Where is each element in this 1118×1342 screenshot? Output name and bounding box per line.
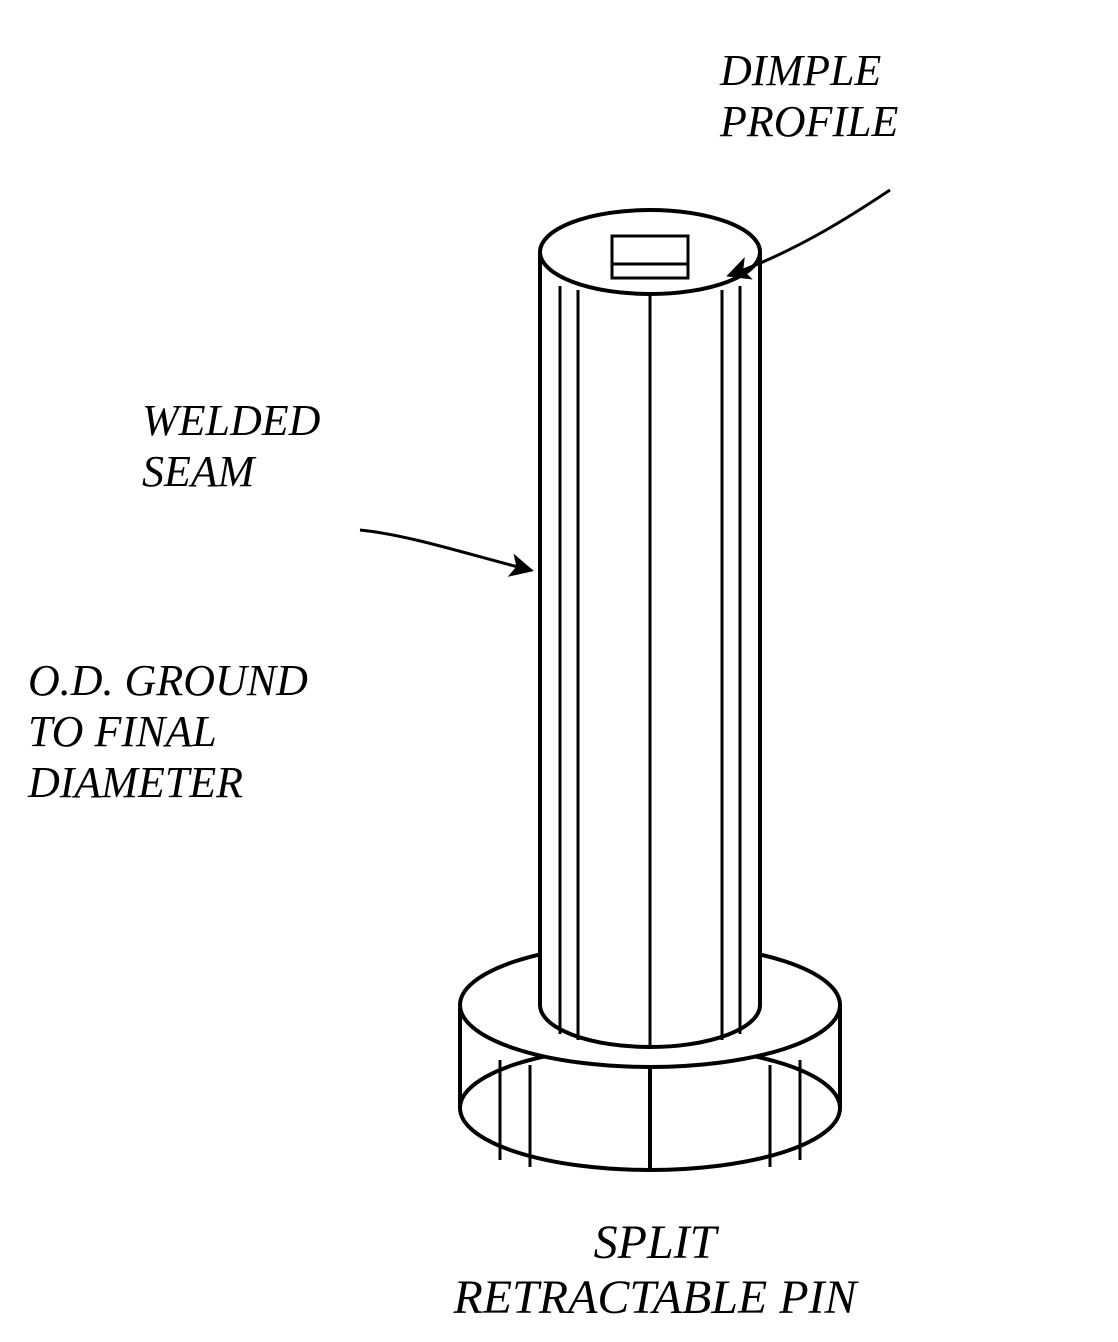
- dimple-top-opening: [612, 236, 688, 264]
- leader-welded-seam: [360, 530, 530, 570]
- diagram-title: SPLIT RETRACTABLE PIN: [395, 1215, 915, 1325]
- label-welded-seam: WELDED SEAM: [142, 395, 320, 497]
- label-dimple-profile: DIMPLE PROFILE: [720, 45, 898, 147]
- label-od-ground: O.D. GROUND TO FINAL DIAMETER: [28, 655, 308, 808]
